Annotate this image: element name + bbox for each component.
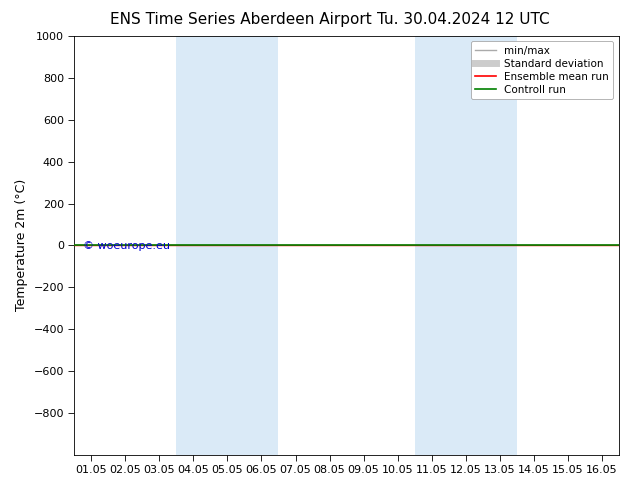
Bar bbox=[415, 36, 517, 455]
Text: ENS Time Series Aberdeen Airport: ENS Time Series Aberdeen Airport bbox=[110, 12, 372, 27]
Y-axis label: Temperature 2m (°C): Temperature 2m (°C) bbox=[15, 179, 28, 312]
Text: Tu. 30.04.2024 12 UTC: Tu. 30.04.2024 12 UTC bbox=[377, 12, 549, 27]
Bar bbox=[176, 36, 278, 455]
Legend: min/max, Standard deviation, Ensemble mean run, Controll run: min/max, Standard deviation, Ensemble me… bbox=[471, 41, 613, 99]
Text: © woeurope.eu: © woeurope.eu bbox=[82, 241, 170, 251]
